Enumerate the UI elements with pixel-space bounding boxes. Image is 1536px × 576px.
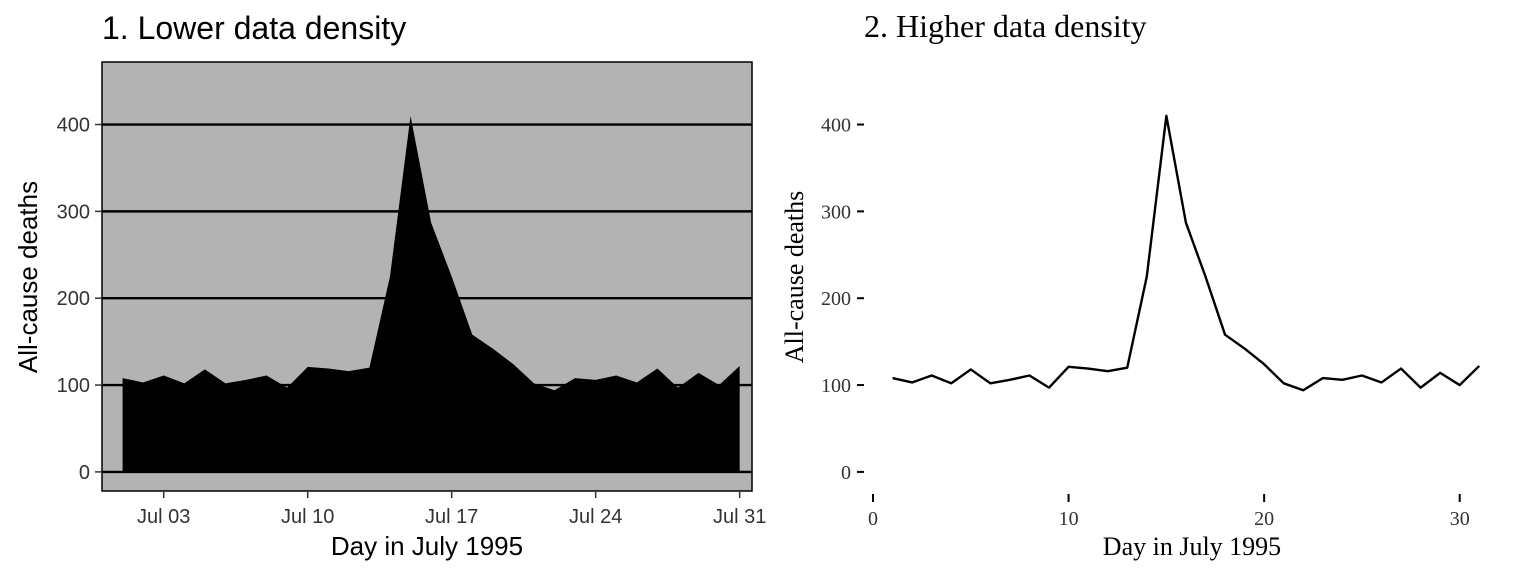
panel-2-y-tick-label-1: 100 [821, 375, 851, 397]
panel-2-y-tick-label-4: 400 [821, 115, 851, 137]
panel-2-x-tick-label-1: 10 [1059, 508, 1079, 530]
panel-2-x-tick-label-0: 0 [868, 508, 878, 530]
panel-2-x-axis-label: Day in July 1995 [1103, 532, 1281, 561]
panel-1-y-axis: 0 100 200 300 400 [57, 115, 102, 484]
panel-1-x-tick-label-2: Jul 17 [425, 506, 478, 528]
panel-1-x-tick-label-3: Jul 24 [569, 506, 622, 528]
panel-1-x-axis-label: Day in July 1995 [331, 531, 523, 561]
panel-2-x-tick-label-2: 20 [1254, 508, 1274, 530]
panel-1-y-tick-label-4: 400 [57, 115, 90, 137]
panel-1-y-axis-label: All-cause deaths [13, 181, 43, 373]
panel-1-y-tick-label-3: 300 [57, 201, 90, 223]
panel-2-y-tick-label-2: 200 [821, 288, 851, 310]
panel-1-plot-border [101, 61, 753, 492]
panel-2-title: 2. Higher data density [864, 8, 1147, 44]
panel-2-y-tick-label-3: 300 [821, 201, 851, 223]
panel-1-area-series [122, 115, 740, 472]
panel-2-y-tick-label-0: 0 [841, 462, 851, 484]
panel-1-x-tick-label-0: Jul 03 [137, 506, 190, 528]
panel-1-y-tick-label-2: 200 [57, 288, 90, 310]
panel-1-x-tick-label-4: Jul 31 [713, 506, 766, 528]
panel-2-x-tick-label-3: 30 [1450, 508, 1470, 530]
panel-1-y-tick-label-1: 100 [57, 375, 90, 397]
panel-2-y-axis: 0 100 200 300 400 [821, 115, 864, 484]
panel-1-x-tick-label-1: Jul 10 [281, 506, 334, 528]
panel-higher-density: 2. Higher data density 0 100 200 300 400 0 10… [780, 8, 1481, 561]
panel-lower-density: 1. Lower data density 0 100 200 300 400 Jul … [13, 10, 766, 561]
panel-1-x-axis: Jul 03 Jul 10 Jul 17 Jul 24 Jul 31 [137, 491, 766, 528]
panel-1-y-tick-label-0: 0 [79, 462, 90, 484]
panel-2-x-axis: 0 10 20 30 [868, 494, 1470, 530]
panel-2-line-series [892, 114, 1481, 392]
panel-2-y-axis-label: All-cause deaths [780, 191, 809, 364]
panel-1-title: 1. Lower data density [102, 10, 406, 46]
